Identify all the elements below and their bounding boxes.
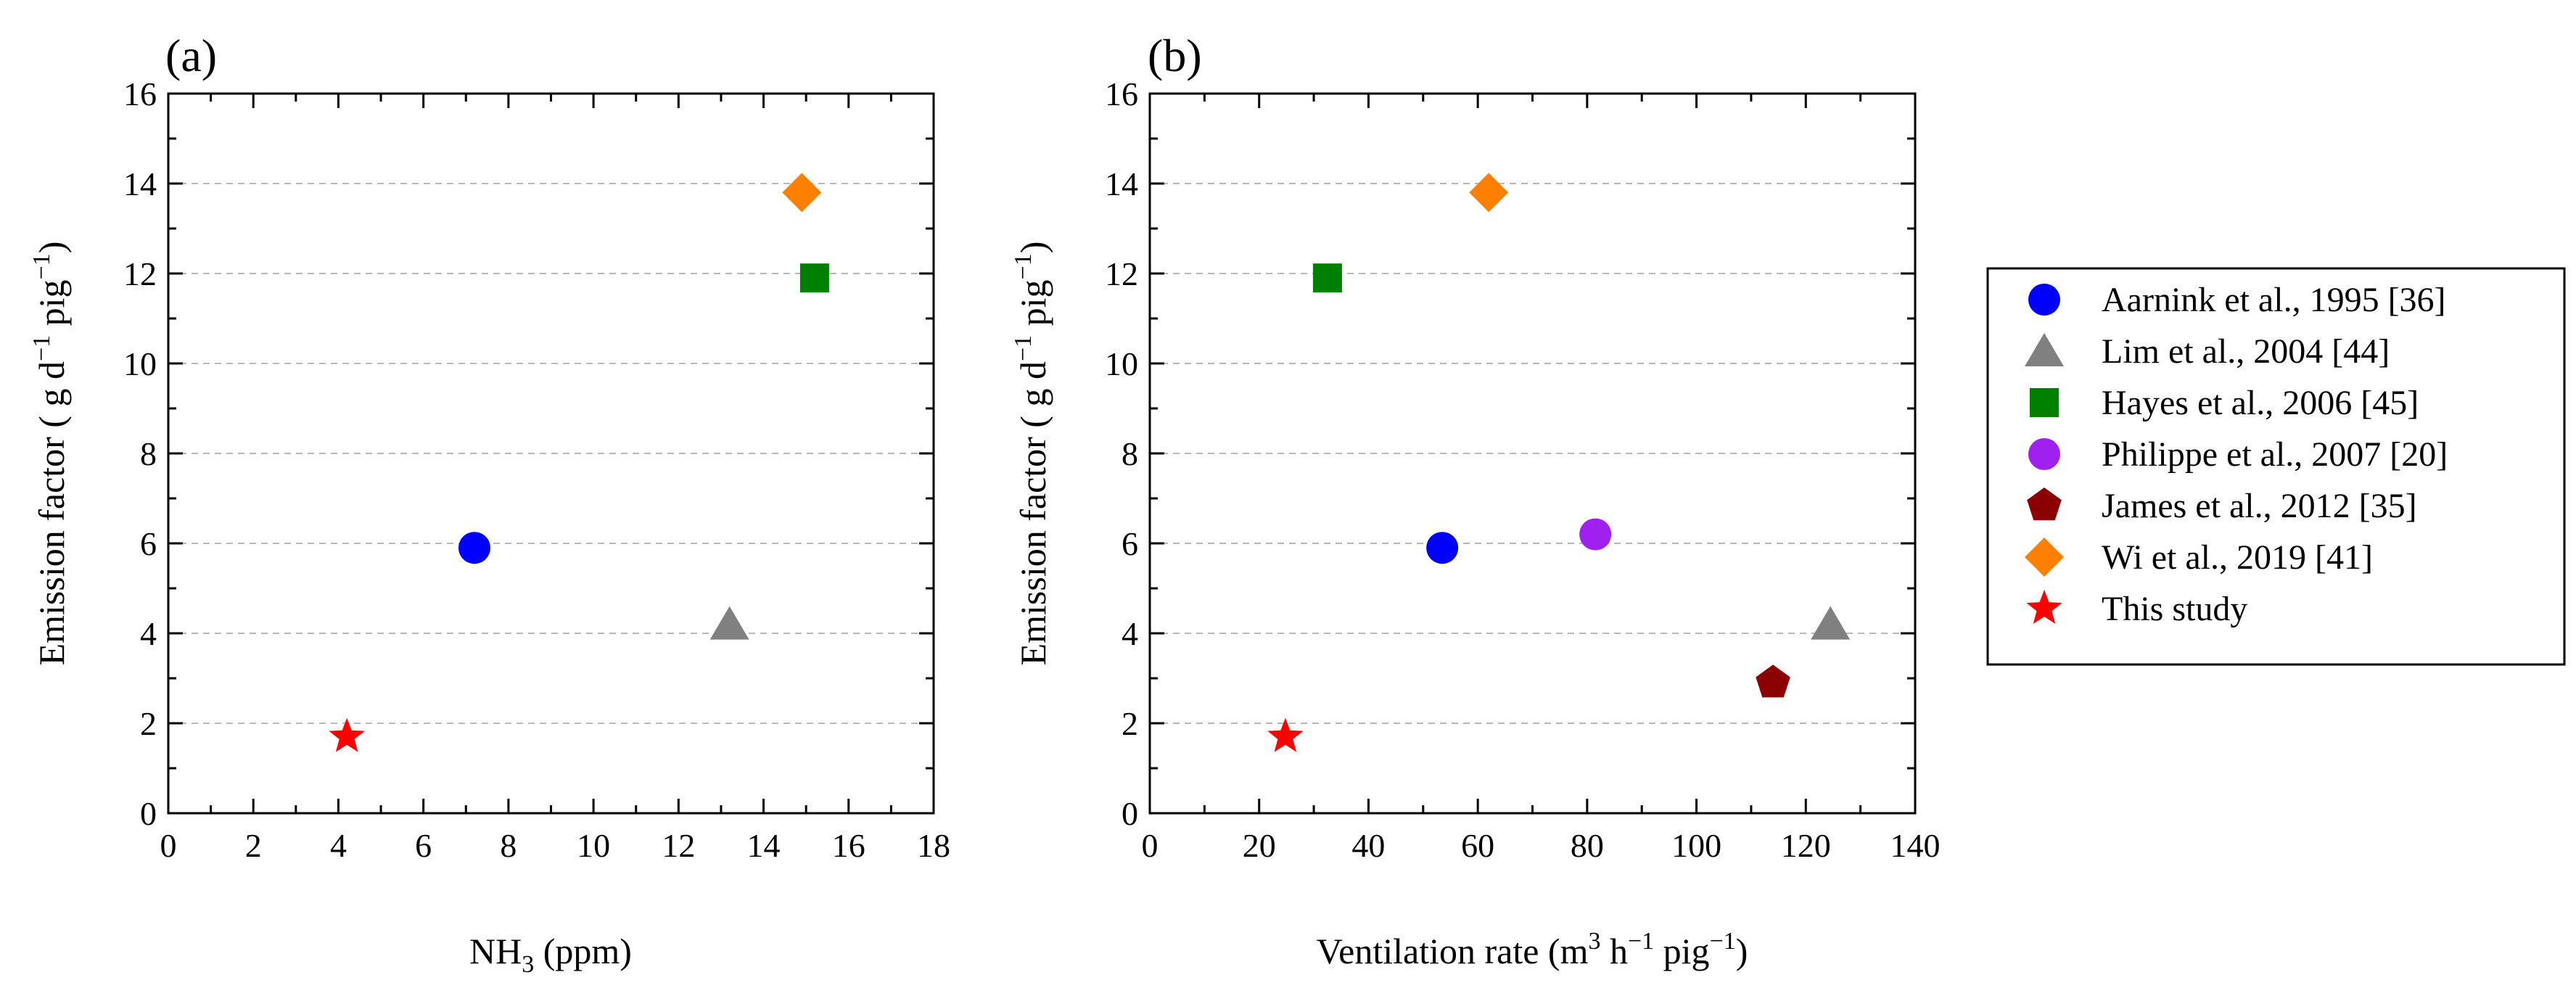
point-a-lim-et-al-2004-44 [709, 606, 749, 640]
legend-label-this-study: This study [2102, 590, 2247, 628]
y-tick-label: 8 [1122, 435, 1138, 472]
point-b-wi-et-al-2019-41 [1469, 173, 1509, 213]
point-a-aarnink-et-al-1995-36 [458, 532, 490, 564]
ticks-a [167, 92, 935, 815]
y-axis-label-a: Emission factor ( g d−1 pig−1) [28, 242, 72, 666]
point-b-this-study [1267, 717, 1304, 752]
y-tick-label: 10 [123, 345, 157, 382]
y-tick-label: 2 [140, 705, 157, 742]
legend-marker-aarnink-et-al-1995-36 [2028, 284, 2060, 316]
y-tick-label: 16 [1105, 75, 1138, 112]
y-tick-label: 4 [140, 615, 157, 652]
points-b [1267, 173, 1851, 752]
x-tick-label: 140 [1890, 827, 1941, 864]
point-b-lim-et-al-2004-44 [1811, 606, 1851, 640]
ticks-b [1148, 92, 1917, 815]
legend-marker-hayes-et-al-2006-45 [2030, 388, 2059, 417]
x-tick-label: 2 [245, 827, 262, 864]
legend-label-james-et-al-2012-35: James et al., 2012 [35] [2102, 487, 2417, 525]
panel-label-b: (b) [1148, 30, 1202, 81]
x-axis-label-b: Ventilation rate (m3 h−1 pig−1) [1317, 928, 1748, 971]
y-tick-label: 14 [1105, 165, 1138, 202]
x-tick-label: 18 [917, 827, 950, 864]
legend-label-wi-et-al-2019-41: Wi et al., 2019 [41] [2102, 538, 2373, 577]
y-tick-label: 2 [1122, 705, 1138, 742]
point-a-wi-et-al-2019-41 [782, 173, 822, 213]
y-tick-label: 8 [140, 435, 157, 472]
point-b-james-et-al-2012-35 [1756, 664, 1790, 698]
x-tick-label: 40 [1351, 827, 1385, 864]
points-a [329, 173, 829, 752]
legend-marker-wi-et-al-2019-41 [2025, 538, 2064, 577]
x-tick-label: 16 [832, 827, 865, 864]
legend-items: Aarnink et al., 1995 [36] Lim et al., 200… [2025, 281, 2448, 628]
y-tick-label: 16 [123, 75, 157, 112]
grid-b [1150, 183, 1915, 724]
x-axis-label-a: NH3 (ppm) [469, 931, 632, 978]
legend-label-aarnink-et-al-1995-36: Aarnink et al., 1995 [36] [2102, 281, 2446, 319]
legend-frame [1986, 267, 2566, 666]
y-tick-label: 12 [123, 255, 157, 292]
point-b-philippe-et-al-2007-20 [1579, 518, 1612, 551]
legend-label-hayes-et-al-2006-45: Hayes et al., 2006 [45] [2102, 384, 2419, 422]
x-tick-label: 120 [1781, 827, 1831, 864]
y-tick-label: 10 [1105, 345, 1138, 382]
y-tick-label: 6 [1122, 525, 1138, 562]
x-tick-label: 0 [1142, 827, 1159, 864]
y-tick-label: 12 [1105, 255, 1138, 292]
legend-marker-philippe-et-al-2007-20 [2028, 438, 2060, 470]
y-tick-label: 14 [123, 165, 157, 202]
panel-b: 0 20 40 60 80 100 120 140 0 2 4 6 8 10 12 14 16 (b) Vent… [1010, 30, 1941, 971]
point-a-hayes-et-al-2006-45 [799, 263, 829, 293]
x-tick-label: 100 [1671, 827, 1721, 864]
x-tick-label: 6 [415, 827, 432, 864]
legend-marker-lim-et-al-2004-44 [2025, 333, 2064, 366]
ticklabels-a: 0 2 4 6 8 10 12 14 16 18 0 2 4 6 8 10 12 14 16 [123, 75, 950, 864]
panel-label-a: (a) [165, 30, 217, 81]
x-tick-label: 10 [577, 827, 610, 864]
x-tick-label: 0 [160, 827, 177, 864]
ticklabels-b: 0 20 40 60 80 100 120 140 0 2 4 6 8 10 12 14 16 [1105, 75, 1941, 864]
legend-marker-this-study [2026, 590, 2062, 624]
x-tick-label: 8 [500, 827, 517, 864]
x-tick-label: 12 [662, 827, 695, 864]
panel-a: 0 2 4 6 8 10 12 14 16 18 0 2 4 6 8 10 12 14 16 (a) NH3 (pp… [28, 30, 950, 978]
x-tick-label: 14 [747, 827, 781, 864]
y-tick-label: 0 [1122, 795, 1138, 832]
x-tick-label: 20 [1243, 827, 1276, 864]
x-tick-label: 4 [330, 827, 347, 864]
x-tick-label: 60 [1461, 827, 1494, 864]
legend-marker-james-et-al-2012-35 [2027, 487, 2062, 521]
y-tick-label: 6 [140, 525, 157, 562]
y-tick-label: 4 [1122, 615, 1138, 652]
point-b-aarnink-et-al-1995-36 [1426, 532, 1459, 564]
legend-label-lim-et-al-2004-44: Lim et al., 2004 [44] [2102, 332, 2390, 371]
y-tick-label: 0 [140, 795, 157, 832]
x-tick-label: 80 [1571, 827, 1604, 864]
legend-label-philippe-et-al-2007-20: Philippe et al., 2007 [20] [2102, 435, 2448, 474]
y-axis-label-b: Emission factor ( g d−1 pig−1) [1010, 242, 1053, 666]
point-b-hayes-et-al-2006-45 [1312, 263, 1342, 293]
legend: Aarnink et al., 1995 [36] Lim et al., 200… [1986, 267, 2566, 666]
point-a-this-study [329, 717, 365, 752]
